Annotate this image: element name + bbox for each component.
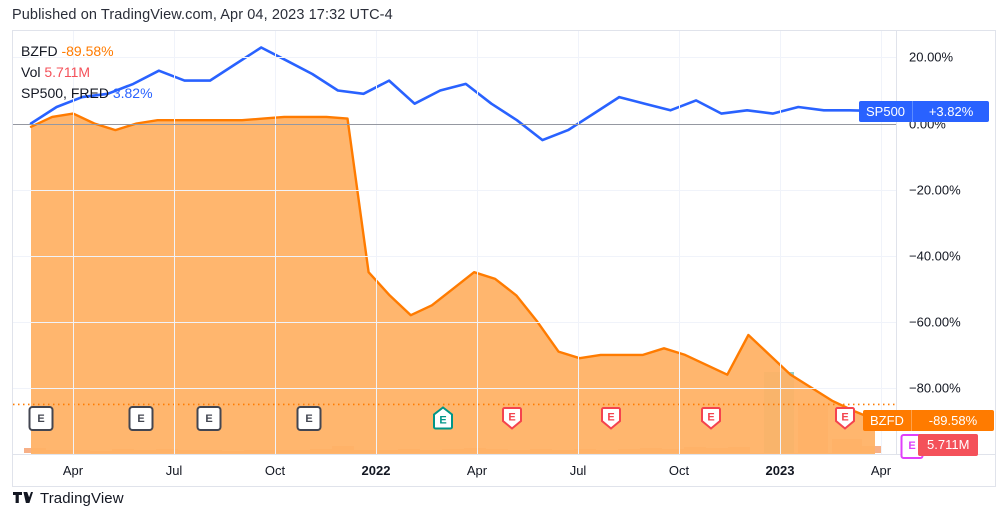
tradingview-logo-icon xyxy=(13,491,33,503)
gridline-horizontal xyxy=(13,189,897,191)
gridline-vertical xyxy=(780,31,781,454)
legend-row-bzfd[interactable]: BZFD -89.58% xyxy=(21,41,153,62)
earnings-marker[interactable]: E xyxy=(700,406,722,431)
price-axis-label: −40.00% xyxy=(909,248,961,264)
price-tag-sp500[interactable]: SP500 +3.82% xyxy=(859,100,990,122)
zero-baseline xyxy=(13,123,995,125)
bzfd-area-series xyxy=(29,112,877,454)
earnings-marker-down-icon: E xyxy=(502,407,522,430)
svg-text:E: E xyxy=(508,412,515,424)
price-tag-sp500-symbol: SP500 xyxy=(859,100,913,122)
gridline-vertical xyxy=(73,31,74,454)
earnings-marker-down-icon: E xyxy=(701,407,721,430)
earnings-marker[interactable]: E xyxy=(432,406,454,431)
price-tag-bzfd-value: -89.58% xyxy=(910,409,994,431)
legend-name-vol: Vol xyxy=(21,64,41,80)
gridline-vertical xyxy=(679,31,680,454)
chart-legend: BZFD -89.58% Vol 5.711M SP500, FRED 3.82… xyxy=(21,41,153,104)
bzfd-area-fill xyxy=(31,113,875,454)
gridline-vertical xyxy=(881,31,882,454)
earnings-marker-square-icon: E xyxy=(196,406,222,431)
price-axis-label: −80.00% xyxy=(909,380,961,396)
legend-value-bzfd: -89.58% xyxy=(61,43,114,59)
time-axis[interactable]: Apr Jul Oct 2022 Apr Jul Oct 2023 Apr xyxy=(12,455,996,487)
earnings-marker-square-icon: E xyxy=(296,406,322,431)
legend-name-bzfd: BZFD xyxy=(21,43,58,59)
svg-text:E: E xyxy=(439,415,446,427)
svg-text:E: E xyxy=(707,412,714,424)
gridline-vertical xyxy=(174,31,175,454)
gridline-horizontal xyxy=(13,255,897,257)
tradingview-wordmark: TradingView xyxy=(40,490,124,507)
legend-value-sp500: 3.82% xyxy=(112,85,153,101)
price-axis[interactable]: 20.00% 0.00% −20.00% −40.00% −60.00% −80.00% xyxy=(896,31,995,454)
legend-row-vol[interactable]: Vol 5.711M xyxy=(21,62,153,83)
time-axis-label: Apr xyxy=(62,463,84,478)
gridline-horizontal xyxy=(13,57,897,59)
time-axis-label: Jul xyxy=(569,463,587,478)
earnings-marker[interactable]: E xyxy=(28,406,54,431)
sp500-line xyxy=(29,46,877,142)
bzfd-line xyxy=(29,112,877,421)
time-axis-label: Oct xyxy=(668,463,690,478)
earnings-marker[interactable]: E xyxy=(296,406,322,431)
price-tag-sp500-value: +3.82% xyxy=(912,100,990,122)
earnings-marker[interactable]: E xyxy=(128,406,154,431)
price-axis-label: −60.00% xyxy=(909,314,961,330)
earnings-marker[interactable]: E xyxy=(196,406,222,431)
earnings-marker[interactable]: E xyxy=(834,406,856,431)
earnings-marker-square-icon: E xyxy=(28,406,54,431)
earnings-marker[interactable]: E xyxy=(600,406,622,431)
gridline-vertical xyxy=(275,31,276,454)
svg-text:E: E xyxy=(841,412,848,424)
earnings-marker-up-icon: E xyxy=(433,406,453,430)
time-axis-label: Oct xyxy=(264,463,286,478)
tradingview-branding: TradingView xyxy=(13,490,124,507)
earnings-marker[interactable]: E xyxy=(501,406,523,431)
price-tag-bzfd-symbol: BZFD xyxy=(863,409,911,431)
legend-value-vol: 5.711M xyxy=(44,64,91,80)
gridline-horizontal xyxy=(13,387,897,389)
price-axis-label: −20.00% xyxy=(909,182,961,198)
price-tag-bzfd[interactable]: BZFD -89.58% xyxy=(863,409,994,431)
earnings-marker-square-icon: E xyxy=(128,406,154,431)
sp500-line-series xyxy=(29,46,877,142)
time-axis-label: 2022 xyxy=(361,463,391,478)
time-axis-label: Apr xyxy=(870,463,892,478)
time-axis-label: Jul xyxy=(165,463,183,478)
svg-text:E: E xyxy=(607,412,614,424)
gridline-horizontal xyxy=(13,321,897,323)
gridline-vertical xyxy=(477,31,478,454)
price-axis-label: 20.00% xyxy=(909,49,954,65)
earnings-marker-down-icon: E xyxy=(601,407,621,430)
legend-name-sp500: SP500, FRED xyxy=(21,85,109,101)
earnings-marker-down-icon: E xyxy=(835,407,855,430)
gridline-vertical xyxy=(376,31,377,454)
price-tag-volume[interactable]: 5.711M xyxy=(918,433,979,456)
time-axis-label: 2023 xyxy=(765,463,795,478)
chart-series-svg xyxy=(13,46,897,454)
legend-row-sp500[interactable]: SP500, FRED 3.82% xyxy=(21,83,153,104)
published-caption: Published on TradingView.com, Apr 04, 20… xyxy=(12,7,393,23)
time-axis-label: Apr xyxy=(466,463,488,478)
gridline-vertical xyxy=(578,31,579,454)
